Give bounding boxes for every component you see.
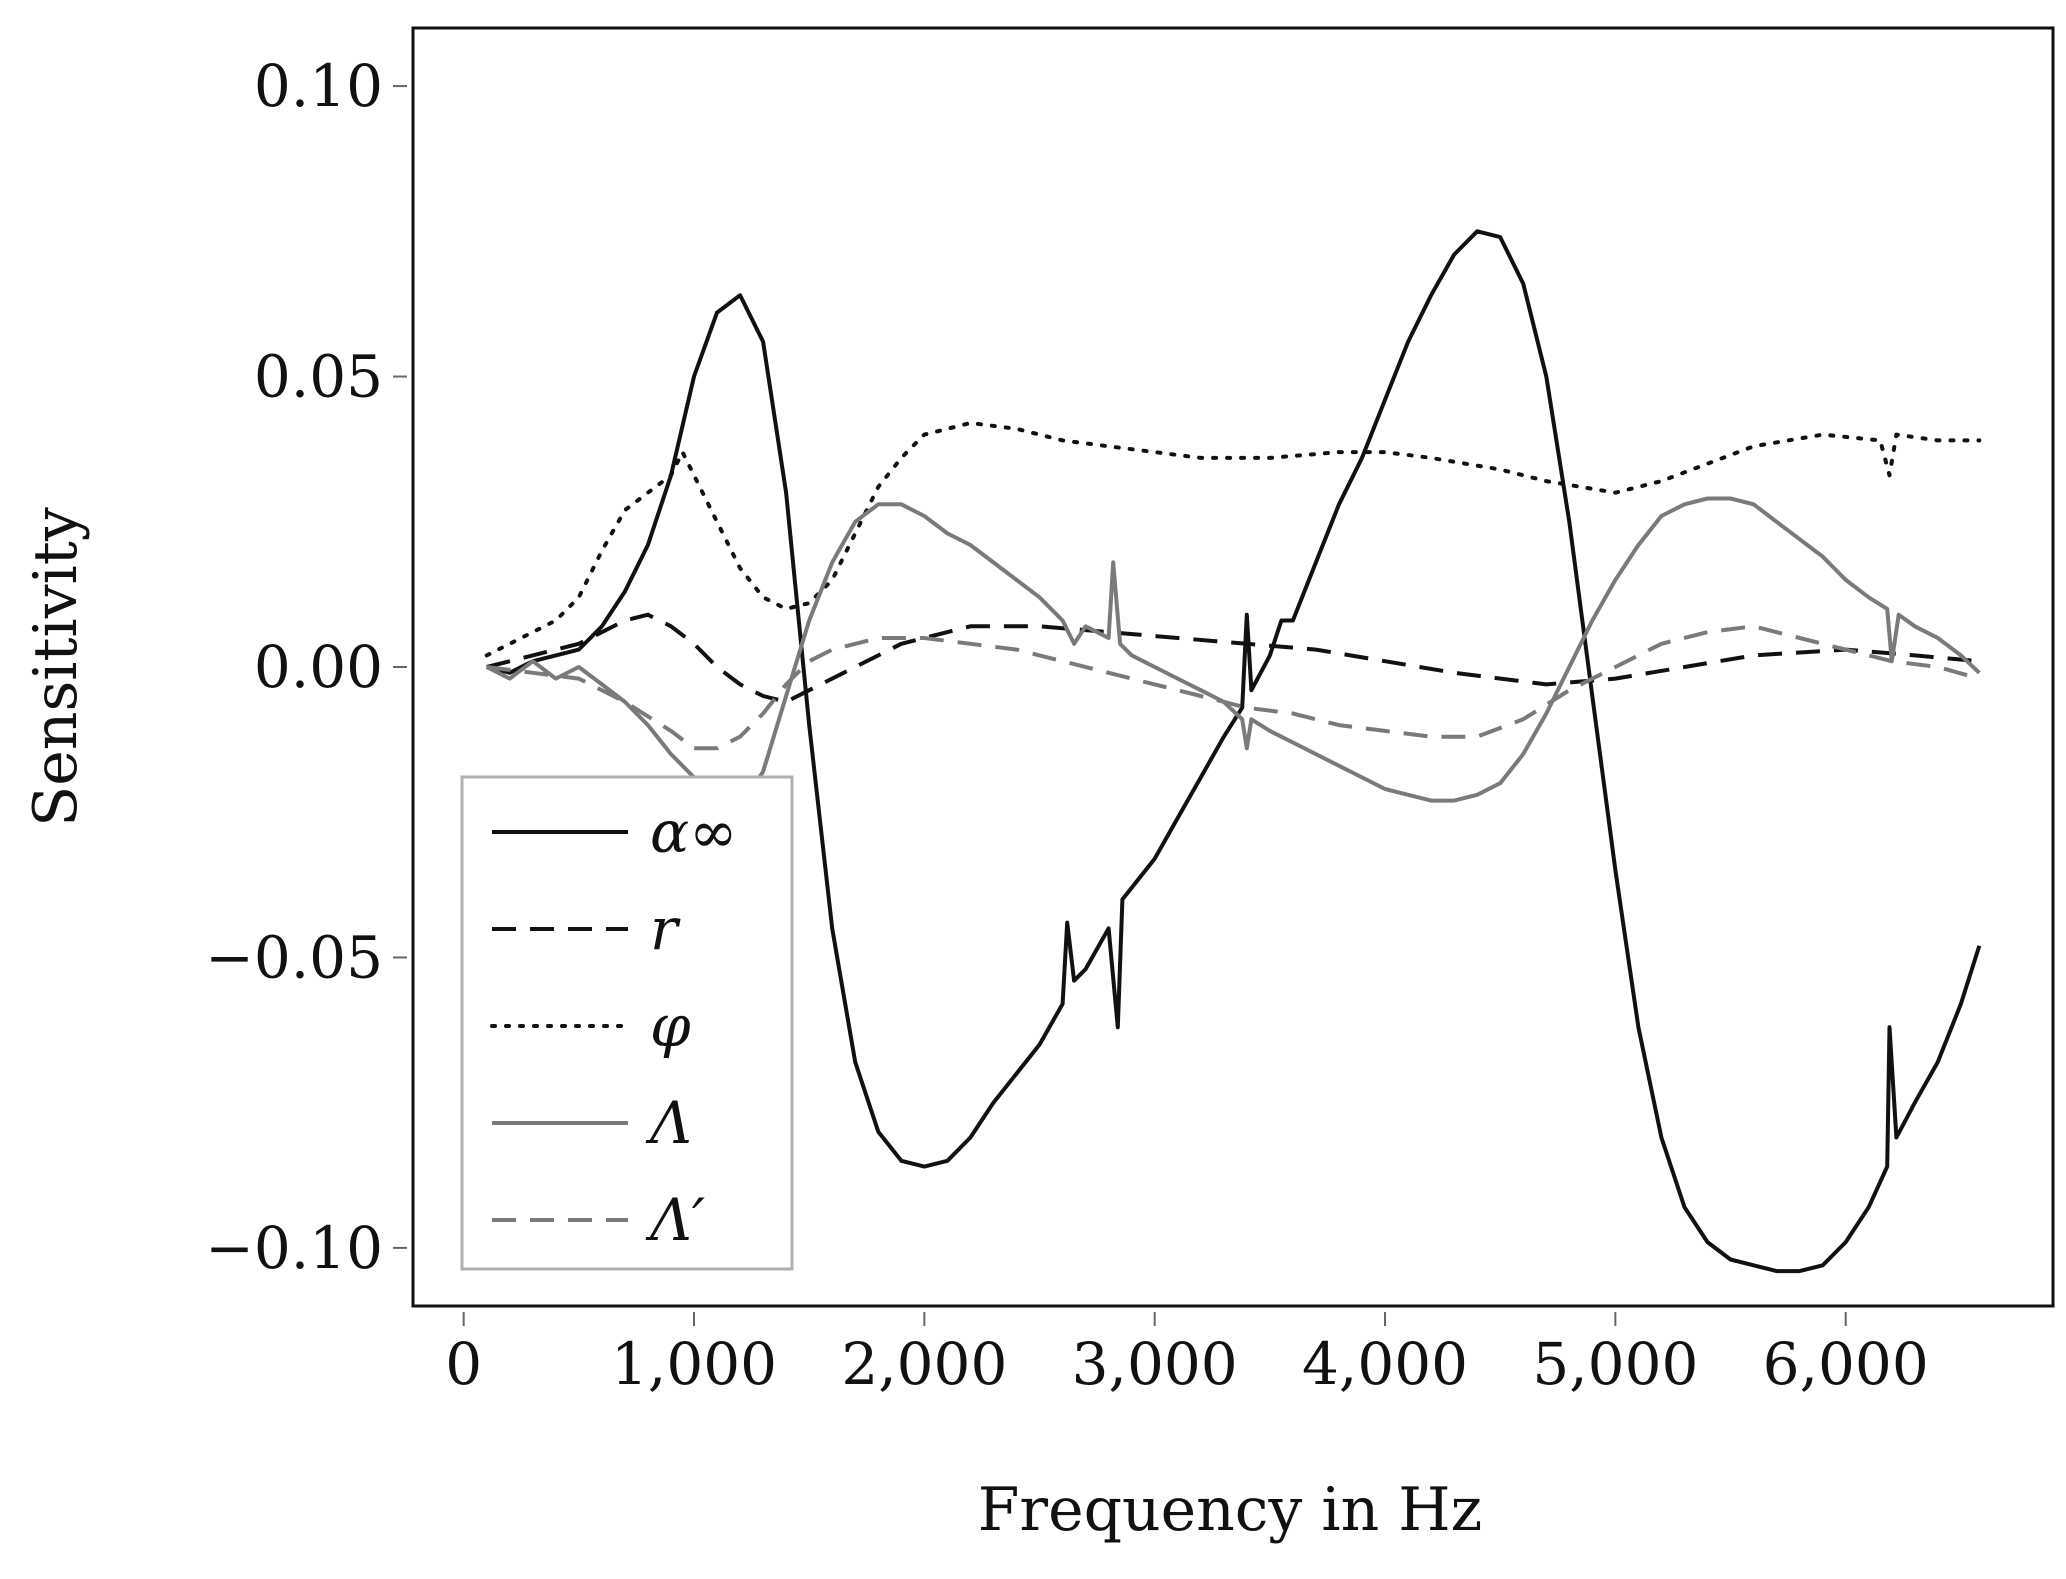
x-tick-label: 6,000: [1763, 1330, 1929, 1398]
series-line-0: [486, 229, 1982, 1274]
x-axis: 0 1,000 2,000 3,000 4,000 5,000 6,000: [445, 1312, 1929, 1398]
legend-label-1: r: [650, 895, 681, 963]
x-tick-label: 1,000: [611, 1330, 777, 1398]
legend-label-0: α∞: [650, 798, 737, 866]
y-axis-title: Sensitivity: [21, 507, 91, 827]
series-line-3: [485, 496, 1981, 809]
x-tick-label: 3,000: [1072, 1330, 1238, 1398]
y-tick-label: 0.05: [254, 343, 383, 411]
x-tick-label: 0: [445, 1330, 482, 1398]
legend-label-2: φ: [650, 992, 691, 1060]
plot-frame: [411, 26, 2055, 1308]
plot-area: [411, 26, 2055, 1308]
y-tick-label: −0.10: [205, 1214, 383, 1282]
y-tick-label: −0.05: [205, 923, 383, 991]
x-tick-label: 2,000: [841, 1330, 1007, 1398]
series-line-1: [486, 612, 1980, 704]
legend: α∞ rφΛ Λ′: [460, 775, 794, 1271]
y-tick-label: 0.10: [254, 52, 383, 120]
legend-box: [460, 775, 794, 1271]
x-tick-label: 4,000: [1302, 1330, 1468, 1398]
y-axis: 0.10 0.05 0.00 −0.05 −0.10: [205, 52, 407, 1282]
legend-label-4: Λ′: [645, 1186, 705, 1254]
series-line-4: [486, 624, 1980, 751]
series-group: [484, 229, 1982, 1274]
series-line-2: [484, 421, 1982, 658]
x-axis-title: Frequency in Hz: [978, 1475, 1482, 1545]
x-tick-label: 5,000: [1532, 1330, 1698, 1398]
y-tick-label: 0.00: [254, 633, 383, 701]
legend-label-3: Λ: [645, 1089, 692, 1157]
